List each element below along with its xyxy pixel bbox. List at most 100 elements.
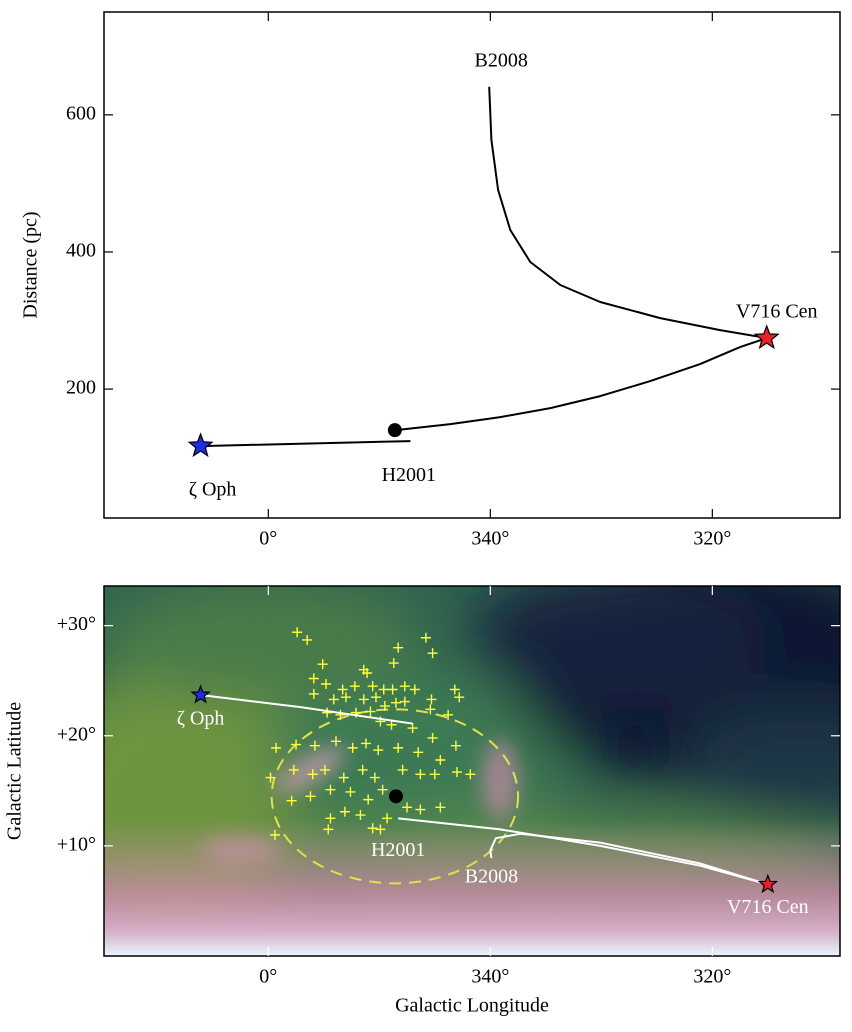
dot-marker — [388, 789, 403, 804]
star-cross — [265, 772, 276, 783]
star-cross — [369, 772, 380, 783]
star-cross — [341, 692, 352, 703]
x-tick-label: 0° — [259, 966, 277, 988]
star-cross — [377, 784, 388, 795]
star-cross — [288, 764, 299, 775]
star-cross — [413, 747, 424, 758]
star-cross — [399, 681, 410, 692]
star-cross — [317, 659, 328, 670]
object-label: ζ Oph — [177, 708, 225, 730]
star-cross — [393, 642, 404, 653]
axes-frame — [103, 585, 841, 957]
star-cross — [425, 704, 436, 715]
star-cross — [328, 694, 339, 705]
star-cross — [388, 658, 399, 669]
x-tick-label: 320° — [693, 966, 731, 988]
panel — [187, 86, 780, 458]
star-cross — [337, 684, 348, 695]
star-cross — [309, 740, 320, 751]
star-cross — [443, 709, 454, 720]
star-cross — [399, 696, 410, 707]
search-region — [270, 708, 520, 885]
star-cross — [370, 692, 381, 703]
y-axis-label: Distance (pc) — [20, 211, 42, 318]
star-cross — [450, 740, 461, 751]
star-cross — [345, 786, 356, 797]
star-cross — [358, 694, 369, 705]
y-tick-label: 600 — [66, 102, 96, 124]
track — [488, 86, 767, 339]
star-marker — [190, 684, 211, 704]
star-cross — [325, 784, 336, 795]
star-marker — [753, 324, 780, 350]
star-cross — [427, 648, 438, 659]
star-cross — [308, 688, 319, 699]
star-marker — [757, 873, 779, 894]
star-cross — [349, 681, 360, 692]
star-cross — [387, 684, 398, 695]
y-tick-label: +30° — [57, 613, 96, 635]
star-cross — [420, 632, 431, 643]
star-cross — [435, 802, 446, 813]
star-cross — [347, 742, 358, 753]
star-cross — [319, 764, 330, 775]
star-cross — [465, 769, 476, 780]
y-axis-label: Galactic Latitude — [4, 702, 26, 840]
panel — [190, 627, 779, 894]
star-cross — [454, 692, 465, 703]
star-cross — [449, 684, 460, 695]
star-cross — [357, 764, 368, 775]
track — [394, 337, 768, 432]
star-cross — [308, 673, 319, 684]
x-tick-label: 0° — [259, 528, 277, 550]
star-cross — [360, 738, 371, 749]
star-cross — [286, 795, 297, 806]
object-label: ζ Oph — [189, 479, 237, 501]
star-cross — [271, 742, 282, 753]
star-cross — [378, 684, 389, 695]
track — [200, 694, 413, 725]
track-label: B2008 — [465, 866, 518, 888]
object-label: V716 Cen — [736, 301, 818, 323]
star-cross — [367, 681, 378, 692]
star-cross — [379, 701, 390, 712]
star-cross — [435, 754, 446, 765]
star-cross — [367, 823, 378, 834]
star-cross — [339, 806, 350, 817]
star-cross — [335, 709, 346, 720]
x-tick-label: 320° — [693, 528, 731, 550]
track — [489, 832, 769, 886]
star-cross — [305, 791, 316, 802]
star-cross — [409, 684, 420, 695]
star-cross — [415, 804, 426, 815]
star-cross — [397, 764, 408, 775]
track — [200, 440, 411, 448]
star-cross — [375, 824, 386, 835]
star-cross — [338, 772, 349, 783]
dot-marker — [387, 423, 402, 438]
x-tick-label: 340° — [471, 966, 509, 988]
star-cross — [363, 794, 374, 805]
star-cross — [331, 736, 342, 747]
star-cross — [426, 694, 437, 705]
star-cross — [427, 732, 438, 743]
star-cross — [365, 706, 376, 717]
star-cross — [373, 745, 384, 756]
star-cross — [321, 679, 332, 690]
y-tick-label: 200 — [66, 377, 96, 399]
x-axis-label: Galactic Longitude — [395, 995, 549, 1017]
star-cross — [323, 824, 334, 835]
star-cross — [355, 810, 366, 821]
star-cross — [322, 707, 333, 718]
track-label: H2001 — [382, 464, 436, 486]
star-cross — [429, 769, 440, 780]
star-cross — [307, 769, 318, 780]
star-cross — [390, 697, 401, 708]
star-cross — [292, 627, 303, 638]
star-marker — [187, 432, 214, 458]
track — [398, 817, 769, 886]
star-cross — [291, 739, 302, 750]
star-cross — [402, 802, 413, 813]
